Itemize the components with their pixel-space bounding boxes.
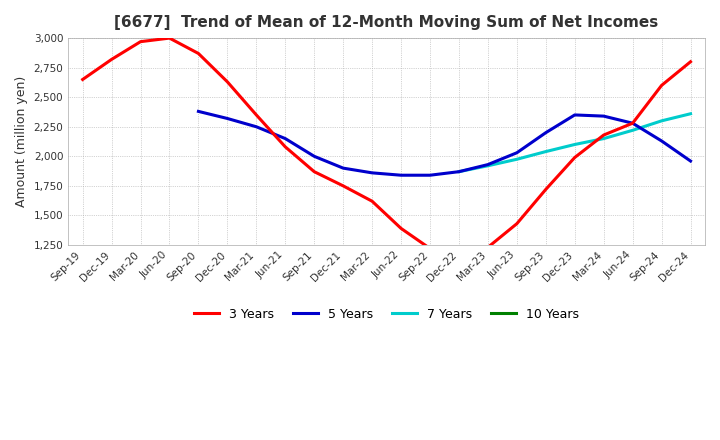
5 Years (541, 130, 550, 136)
3 Years (223, 79, 232, 84)
5 Years (397, 172, 405, 178)
3 Years (629, 121, 637, 126)
7 Years (599, 136, 608, 141)
7 Years (629, 128, 637, 133)
5 Years (252, 124, 261, 129)
5 Years (339, 165, 348, 171)
5 Years (454, 169, 463, 174)
5 Years (426, 172, 434, 178)
3 Years (281, 144, 289, 150)
5 Years (686, 158, 695, 164)
7 Years (570, 142, 579, 147)
Line: 3 Years: 3 Years (83, 38, 690, 253)
7 Years (454, 169, 463, 174)
5 Years (599, 114, 608, 119)
3 Years (541, 187, 550, 192)
5 Years (223, 116, 232, 121)
3 Years (599, 132, 608, 138)
3 Years (570, 155, 579, 160)
5 Years (194, 109, 203, 114)
5 Years (513, 150, 521, 155)
7 Years (484, 163, 492, 169)
7 Years (686, 111, 695, 117)
5 Years (484, 162, 492, 167)
3 Years (513, 221, 521, 226)
Y-axis label: Amount (million yen): Amount (million yen) (15, 76, 28, 207)
3 Years (310, 169, 318, 174)
Line: 7 Years: 7 Years (459, 114, 690, 172)
Title: [6677]  Trend of Mean of 12-Month Moving Sum of Net Incomes: [6677] Trend of Mean of 12-Month Moving … (114, 15, 659, 30)
Line: 5 Years: 5 Years (199, 111, 690, 175)
5 Years (310, 154, 318, 159)
3 Years (368, 198, 377, 204)
3 Years (252, 112, 261, 117)
3 Years (686, 59, 695, 64)
3 Years (107, 57, 116, 62)
3 Years (194, 51, 203, 56)
5 Years (570, 112, 579, 117)
7 Years (541, 149, 550, 154)
5 Years (629, 121, 637, 126)
3 Years (136, 39, 145, 44)
3 Years (454, 251, 463, 256)
3 Years (165, 36, 174, 41)
5 Years (368, 170, 377, 176)
7 Years (513, 157, 521, 162)
Legend: 3 Years, 5 Years, 7 Years, 10 Years: 3 Years, 5 Years, 7 Years, 10 Years (189, 303, 584, 326)
3 Years (339, 183, 348, 188)
3 Years (657, 83, 666, 88)
3 Years (78, 77, 87, 82)
5 Years (281, 136, 289, 141)
7 Years (657, 118, 666, 124)
3 Years (484, 245, 492, 250)
5 Years (657, 138, 666, 143)
3 Years (397, 226, 405, 231)
3 Years (426, 246, 434, 251)
